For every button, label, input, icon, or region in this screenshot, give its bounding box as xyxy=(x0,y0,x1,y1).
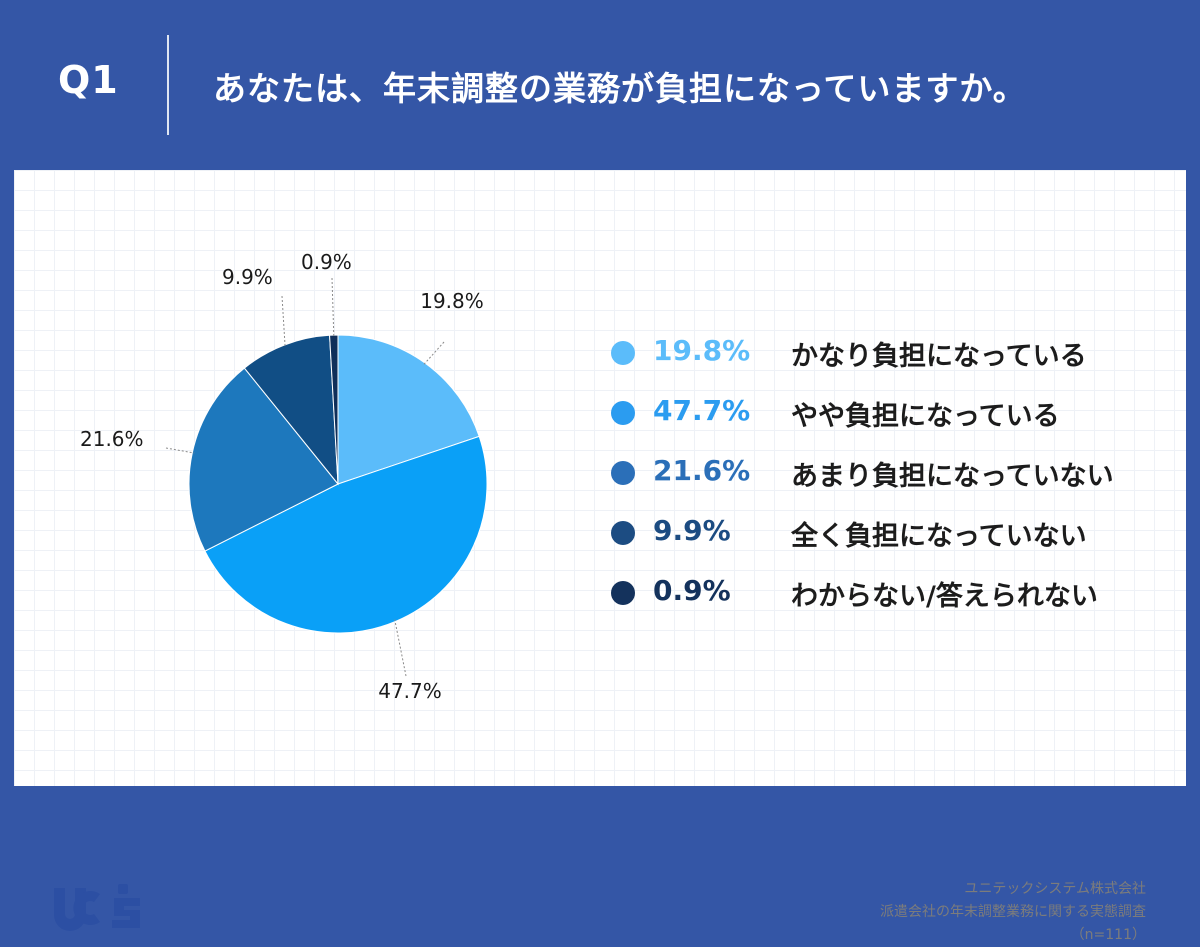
legend-label: 全く負担になっていない xyxy=(791,521,1087,552)
leader-line xyxy=(281,295,286,347)
pie-chart: 19.8% 47.7% 21.6% 9.9% 0.9% xyxy=(80,250,488,703)
source-note: ユニテックシステム株式会社 派遣会社の年末調整業務に関する実態調査 （n=111… xyxy=(880,878,1146,947)
source-company: ユニテックシステム株式会社 xyxy=(964,881,1146,897)
legend-dot-icon xyxy=(611,521,635,545)
legend-item: 47.7% やや負担になっている xyxy=(611,388,1171,448)
pie-slice xyxy=(243,334,339,486)
leader-line xyxy=(165,447,195,454)
header-divider xyxy=(167,35,169,135)
legend-item: 21.6% あまり負担になっていない xyxy=(611,448,1171,508)
legend-item: 19.8% かなり負担になっている xyxy=(611,328,1171,388)
pie-slice xyxy=(204,435,488,634)
slice-label: 9.9% xyxy=(222,265,273,289)
question-title: あなたは、年末調整の業務が負担になっていますか。 xyxy=(213,69,1027,108)
legend-value: 21.6% xyxy=(653,454,751,487)
slice-label: 21.6% xyxy=(80,427,144,451)
header: Q1 あなたは、年末調整の業務が負担になっていますか。 xyxy=(0,0,1200,170)
question-number: Q1 xyxy=(58,58,119,102)
legend-label: かなり負担になっている xyxy=(791,341,1087,372)
slice-label: 47.7% xyxy=(378,679,442,703)
legend: 19.8% かなり負担になっている 47.7% やや負担になっている 21.6%… xyxy=(611,328,1171,628)
legend-value: 0.9% xyxy=(653,574,731,607)
legend-label: やや負担になっている xyxy=(791,401,1060,432)
legend-label: わからない/答えられない xyxy=(791,581,1098,612)
legend-item: 9.9% 全く負担になっていない xyxy=(611,508,1171,568)
legend-value: 47.7% xyxy=(653,394,751,427)
slice-label: 19.8% xyxy=(420,289,484,313)
legend-dot-icon xyxy=(611,461,635,485)
slice-label: 0.9% xyxy=(301,250,352,274)
chart-panel: 19.8% 47.7% 21.6% 9.9% 0.9% 19.8% かなり負担になってい… xyxy=(14,170,1186,943)
legend-label: あまり負担になっていない xyxy=(791,461,1114,492)
legend-item: 0.9% わからない/答えられない xyxy=(611,568,1171,628)
legend-dot-icon xyxy=(611,341,635,365)
legend-value: 19.8% xyxy=(653,334,751,367)
leader-line xyxy=(423,341,445,365)
legend-dot-icon xyxy=(611,401,635,425)
ucs-logo xyxy=(54,884,140,931)
source-survey: 派遣会社の年末調整業務に関する実態調査 xyxy=(880,904,1146,920)
leader-line xyxy=(331,277,335,338)
pie-slice xyxy=(188,367,339,552)
legend-value: 9.9% xyxy=(653,514,731,547)
legend-dot-icon xyxy=(611,581,635,605)
source-sample: （n=111） xyxy=(1070,927,1146,943)
leader-line xyxy=(394,619,407,677)
